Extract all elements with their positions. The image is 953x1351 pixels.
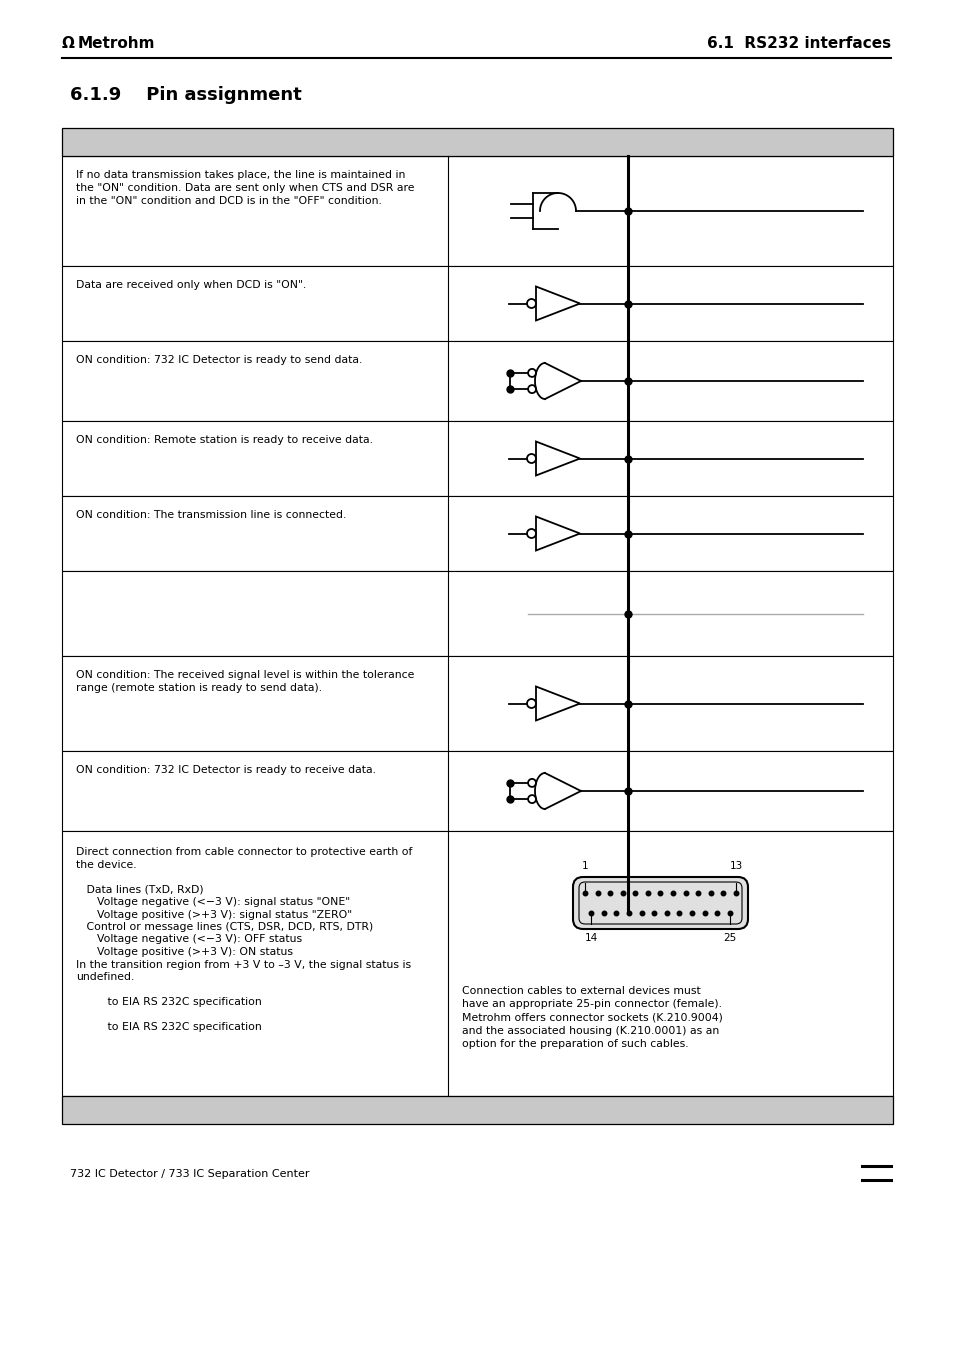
Text: 732 IC Detector / 733 IC Separation Center: 732 IC Detector / 733 IC Separation Cent… bbox=[70, 1169, 309, 1179]
Text: ON condition: 732 IC Detector is ready to receive data.: ON condition: 732 IC Detector is ready t… bbox=[76, 765, 375, 775]
Text: 6.1.9    Pin assignment: 6.1.9 Pin assignment bbox=[70, 86, 301, 104]
Text: 1: 1 bbox=[581, 861, 588, 871]
Text: 25: 25 bbox=[722, 934, 736, 943]
Text: Data are received only when DCD is "ON".: Data are received only when DCD is "ON". bbox=[76, 280, 306, 290]
Text: 14: 14 bbox=[584, 934, 598, 943]
Bar bbox=[62, 155, 892, 266]
Bar bbox=[62, 340, 892, 422]
Text: to EIA RS 232C specification: to EIA RS 232C specification bbox=[76, 997, 261, 1006]
Text: In the transition region from +3 V to –3 V, the signal status is: In the transition region from +3 V to –3… bbox=[76, 959, 411, 970]
Text: Metrohm: Metrohm bbox=[78, 36, 155, 51]
Text: to EIA RS 232C specification: to EIA RS 232C specification bbox=[76, 1021, 261, 1032]
Text: Connection cables to external devices must
have an appropriate 25-pin connector : Connection cables to external devices mu… bbox=[461, 986, 722, 1048]
Text: 13: 13 bbox=[729, 861, 741, 871]
Bar bbox=[62, 496, 892, 571]
Text: 6.1  RS232 interfaces: 6.1 RS232 interfaces bbox=[706, 36, 890, 51]
Text: Voltage positive (>+3 V): ON status: Voltage positive (>+3 V): ON status bbox=[76, 947, 293, 957]
Bar bbox=[62, 751, 892, 831]
Text: ON condition: The received signal level is within the tolerance
range (remote st: ON condition: The received signal level … bbox=[76, 670, 414, 693]
Text: ON condition: The transmission line is connected.: ON condition: The transmission line is c… bbox=[76, 509, 346, 520]
Text: Data lines (TxD, RxD): Data lines (TxD, RxD) bbox=[76, 885, 203, 894]
Text: Voltage positive (>+3 V): signal status "ZERO": Voltage positive (>+3 V): signal status … bbox=[76, 909, 352, 920]
Text: Direct connection from cable connector to protective earth of: Direct connection from cable connector t… bbox=[76, 847, 412, 857]
Text: Control or message lines (CTS, DSR, DCD, RTS, DTR): Control or message lines (CTS, DSR, DCD,… bbox=[76, 921, 373, 932]
Bar bbox=[62, 422, 892, 496]
Text: the device.: the device. bbox=[76, 859, 136, 870]
Bar bbox=[62, 831, 892, 1096]
Text: undefined.: undefined. bbox=[76, 971, 134, 982]
Text: Ω: Ω bbox=[62, 36, 74, 51]
Text: ON condition: 732 IC Detector is ready to send data.: ON condition: 732 IC Detector is ready t… bbox=[76, 355, 362, 365]
FancyBboxPatch shape bbox=[578, 882, 741, 924]
Bar bbox=[62, 1096, 892, 1124]
Bar bbox=[62, 128, 892, 155]
Text: ON condition: Remote station is ready to receive data.: ON condition: Remote station is ready to… bbox=[76, 435, 373, 444]
FancyBboxPatch shape bbox=[573, 877, 747, 929]
Text: Voltage negative (<−3 V): OFF status: Voltage negative (<−3 V): OFF status bbox=[76, 935, 302, 944]
Bar bbox=[62, 571, 892, 657]
Bar bbox=[62, 266, 892, 340]
Text: If no data transmission takes place, the line is maintained in
the "ON" conditio: If no data transmission takes place, the… bbox=[76, 170, 414, 207]
Bar bbox=[62, 657, 892, 751]
Text: Voltage negative (<−3 V): signal status "ONE": Voltage negative (<−3 V): signal status … bbox=[76, 897, 350, 907]
